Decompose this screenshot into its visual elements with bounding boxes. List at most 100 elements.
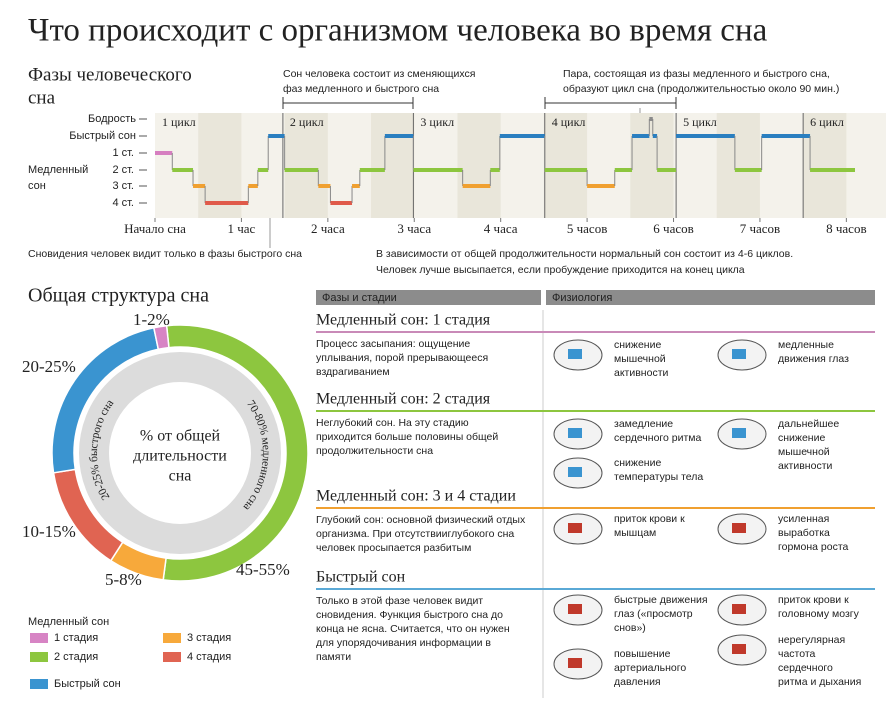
description: вздрагиванием xyxy=(316,366,390,378)
effect-text: выработка xyxy=(778,527,830,539)
effect-text: ритма и дыхания xyxy=(778,676,861,688)
y-group-label: сон xyxy=(28,180,46,192)
effect-text: сердечного ритма xyxy=(614,432,702,444)
column-header: Физиология xyxy=(552,292,612,304)
icon-accent xyxy=(568,467,582,477)
effect-text: давления xyxy=(614,676,661,688)
column-header: Фазы и стадии xyxy=(322,292,397,304)
y-tick-label: Быстрый сон xyxy=(69,130,136,142)
y-group-label: Медленный xyxy=(28,164,88,176)
x-tick-label: 6 часов xyxy=(653,221,693,236)
section-title: сна xyxy=(28,87,56,108)
effect-text: головному мозгу xyxy=(778,608,860,620)
plot-band xyxy=(155,113,199,218)
effect-text: мышечной xyxy=(614,353,666,365)
section-heading: Медленный сон: 3 и 4 стадии xyxy=(316,488,516,505)
note: образуют цикл сна (продолжительностью ок… xyxy=(563,83,839,95)
y-tick-label: 1 ст. xyxy=(112,147,134,159)
effect-text: частота xyxy=(778,648,816,660)
note: Человек лучше высыпается, если пробужден… xyxy=(376,264,745,276)
effect-text: нерегулярная xyxy=(778,634,845,646)
cycle-label: 6 цикл xyxy=(810,115,844,129)
note: фаз медленного и быстрого сна xyxy=(283,83,439,95)
description: человек просыпается разбитым xyxy=(316,542,471,554)
donut-label: 45-55% xyxy=(236,560,290,579)
donut-label: 5-8% xyxy=(105,570,142,589)
effect-text: медленные xyxy=(778,339,834,351)
legend-label: 2 стадия xyxy=(54,651,98,663)
plot-band xyxy=(846,113,886,218)
y-tick-label: 3 ст. xyxy=(112,180,134,192)
effect-text: активности xyxy=(778,460,833,472)
effect-text: снижение xyxy=(778,432,825,444)
legend-swatch xyxy=(163,633,181,643)
x-tick-label: 2 часа xyxy=(311,221,345,236)
center-text: % от общей xyxy=(140,428,221,445)
effect-text: приток крови к xyxy=(614,513,685,525)
legend-title: Медленный сон xyxy=(28,616,109,628)
y-tick-label: Бодрость xyxy=(88,113,136,125)
description: организма. При отсутствииглубокого сна xyxy=(316,528,514,540)
description: Глубокий сон: основной физический отдых xyxy=(316,514,526,526)
plot-band xyxy=(759,113,804,218)
donut-segment xyxy=(152,324,170,351)
note: Пара, состоящая из фазы медленного и быс… xyxy=(563,68,830,80)
section-title: Фазы человеческого xyxy=(28,64,192,85)
cycle-label: 5 цикл xyxy=(683,115,717,129)
x-tick-label: 1 час xyxy=(228,221,256,236)
title: Что происходит с организмом человека во … xyxy=(28,13,768,49)
section-heading: Быстрый сон xyxy=(316,569,406,586)
donut-label: 10-15% xyxy=(22,522,76,541)
center-text: длительности xyxy=(133,448,227,465)
x-tick-label: 4 часа xyxy=(484,221,518,236)
description: памяти xyxy=(316,651,351,663)
y-tick-label: 2 ст. xyxy=(112,164,134,176)
effect-text: артериального xyxy=(614,662,686,674)
cycle-label: 4 цикл xyxy=(552,115,586,129)
description: конца не ясна. Считается, что он нужен xyxy=(316,623,510,635)
legend-swatch xyxy=(30,652,48,662)
effect-text: глаз («просмотр xyxy=(614,608,693,620)
header-bar xyxy=(316,290,541,305)
y-tick-label: 4 ст. xyxy=(112,197,134,209)
section-heading: Медленный сон: 2 стадия xyxy=(316,391,491,408)
effect-text: активности xyxy=(614,367,669,379)
effect-text: мышечной xyxy=(778,446,830,458)
legend-label: 1 стадия xyxy=(54,632,98,644)
x-tick-label: 3 часа xyxy=(397,221,431,236)
description: Неглубокий сон. На эту стадию xyxy=(316,417,469,429)
legend-label: 3 стадия xyxy=(187,632,231,644)
note: В зависимости от общей продолжительности… xyxy=(376,248,793,260)
x-tick-label: 7 часов xyxy=(740,221,780,236)
effect-text: быстрые движения xyxy=(614,594,708,606)
plot-band xyxy=(414,113,458,218)
icon-accent xyxy=(568,428,582,438)
plot-band xyxy=(673,113,717,218)
icon-accent xyxy=(568,349,582,359)
description: сновидения. Функция быстрого сна до xyxy=(316,609,503,621)
effect-text: гормона роста xyxy=(778,541,849,553)
legend-swatch xyxy=(30,679,48,689)
effect-text: замедление xyxy=(614,418,673,430)
note: Сон человека состоит из сменяющихся xyxy=(283,68,475,80)
donut-label: 20-25% xyxy=(22,357,76,376)
center-text: сна xyxy=(169,468,192,485)
cycle-label: 3 цикл xyxy=(420,115,454,129)
icon-accent xyxy=(732,428,746,438)
description: приходится больше половины общей xyxy=(316,431,498,443)
description: для упорядочивания информации в xyxy=(316,637,491,649)
plot-band xyxy=(327,113,372,218)
effect-text: повышение xyxy=(614,648,671,660)
legend-swatch xyxy=(163,652,181,662)
legend-label: Быстрый сон xyxy=(54,678,121,690)
section-heading: Медленный сон: 1 стадия xyxy=(316,312,491,329)
x-tick-label: 5 часов xyxy=(567,221,607,236)
note: Сновидения человек видит только в фазы б… xyxy=(28,248,302,260)
icon-accent xyxy=(568,604,582,614)
effect-text: дальнейшее xyxy=(778,418,839,430)
icon-accent xyxy=(732,604,746,614)
effect-text: мышцам xyxy=(614,527,656,539)
cycle-label: 1 цикл xyxy=(162,115,196,129)
